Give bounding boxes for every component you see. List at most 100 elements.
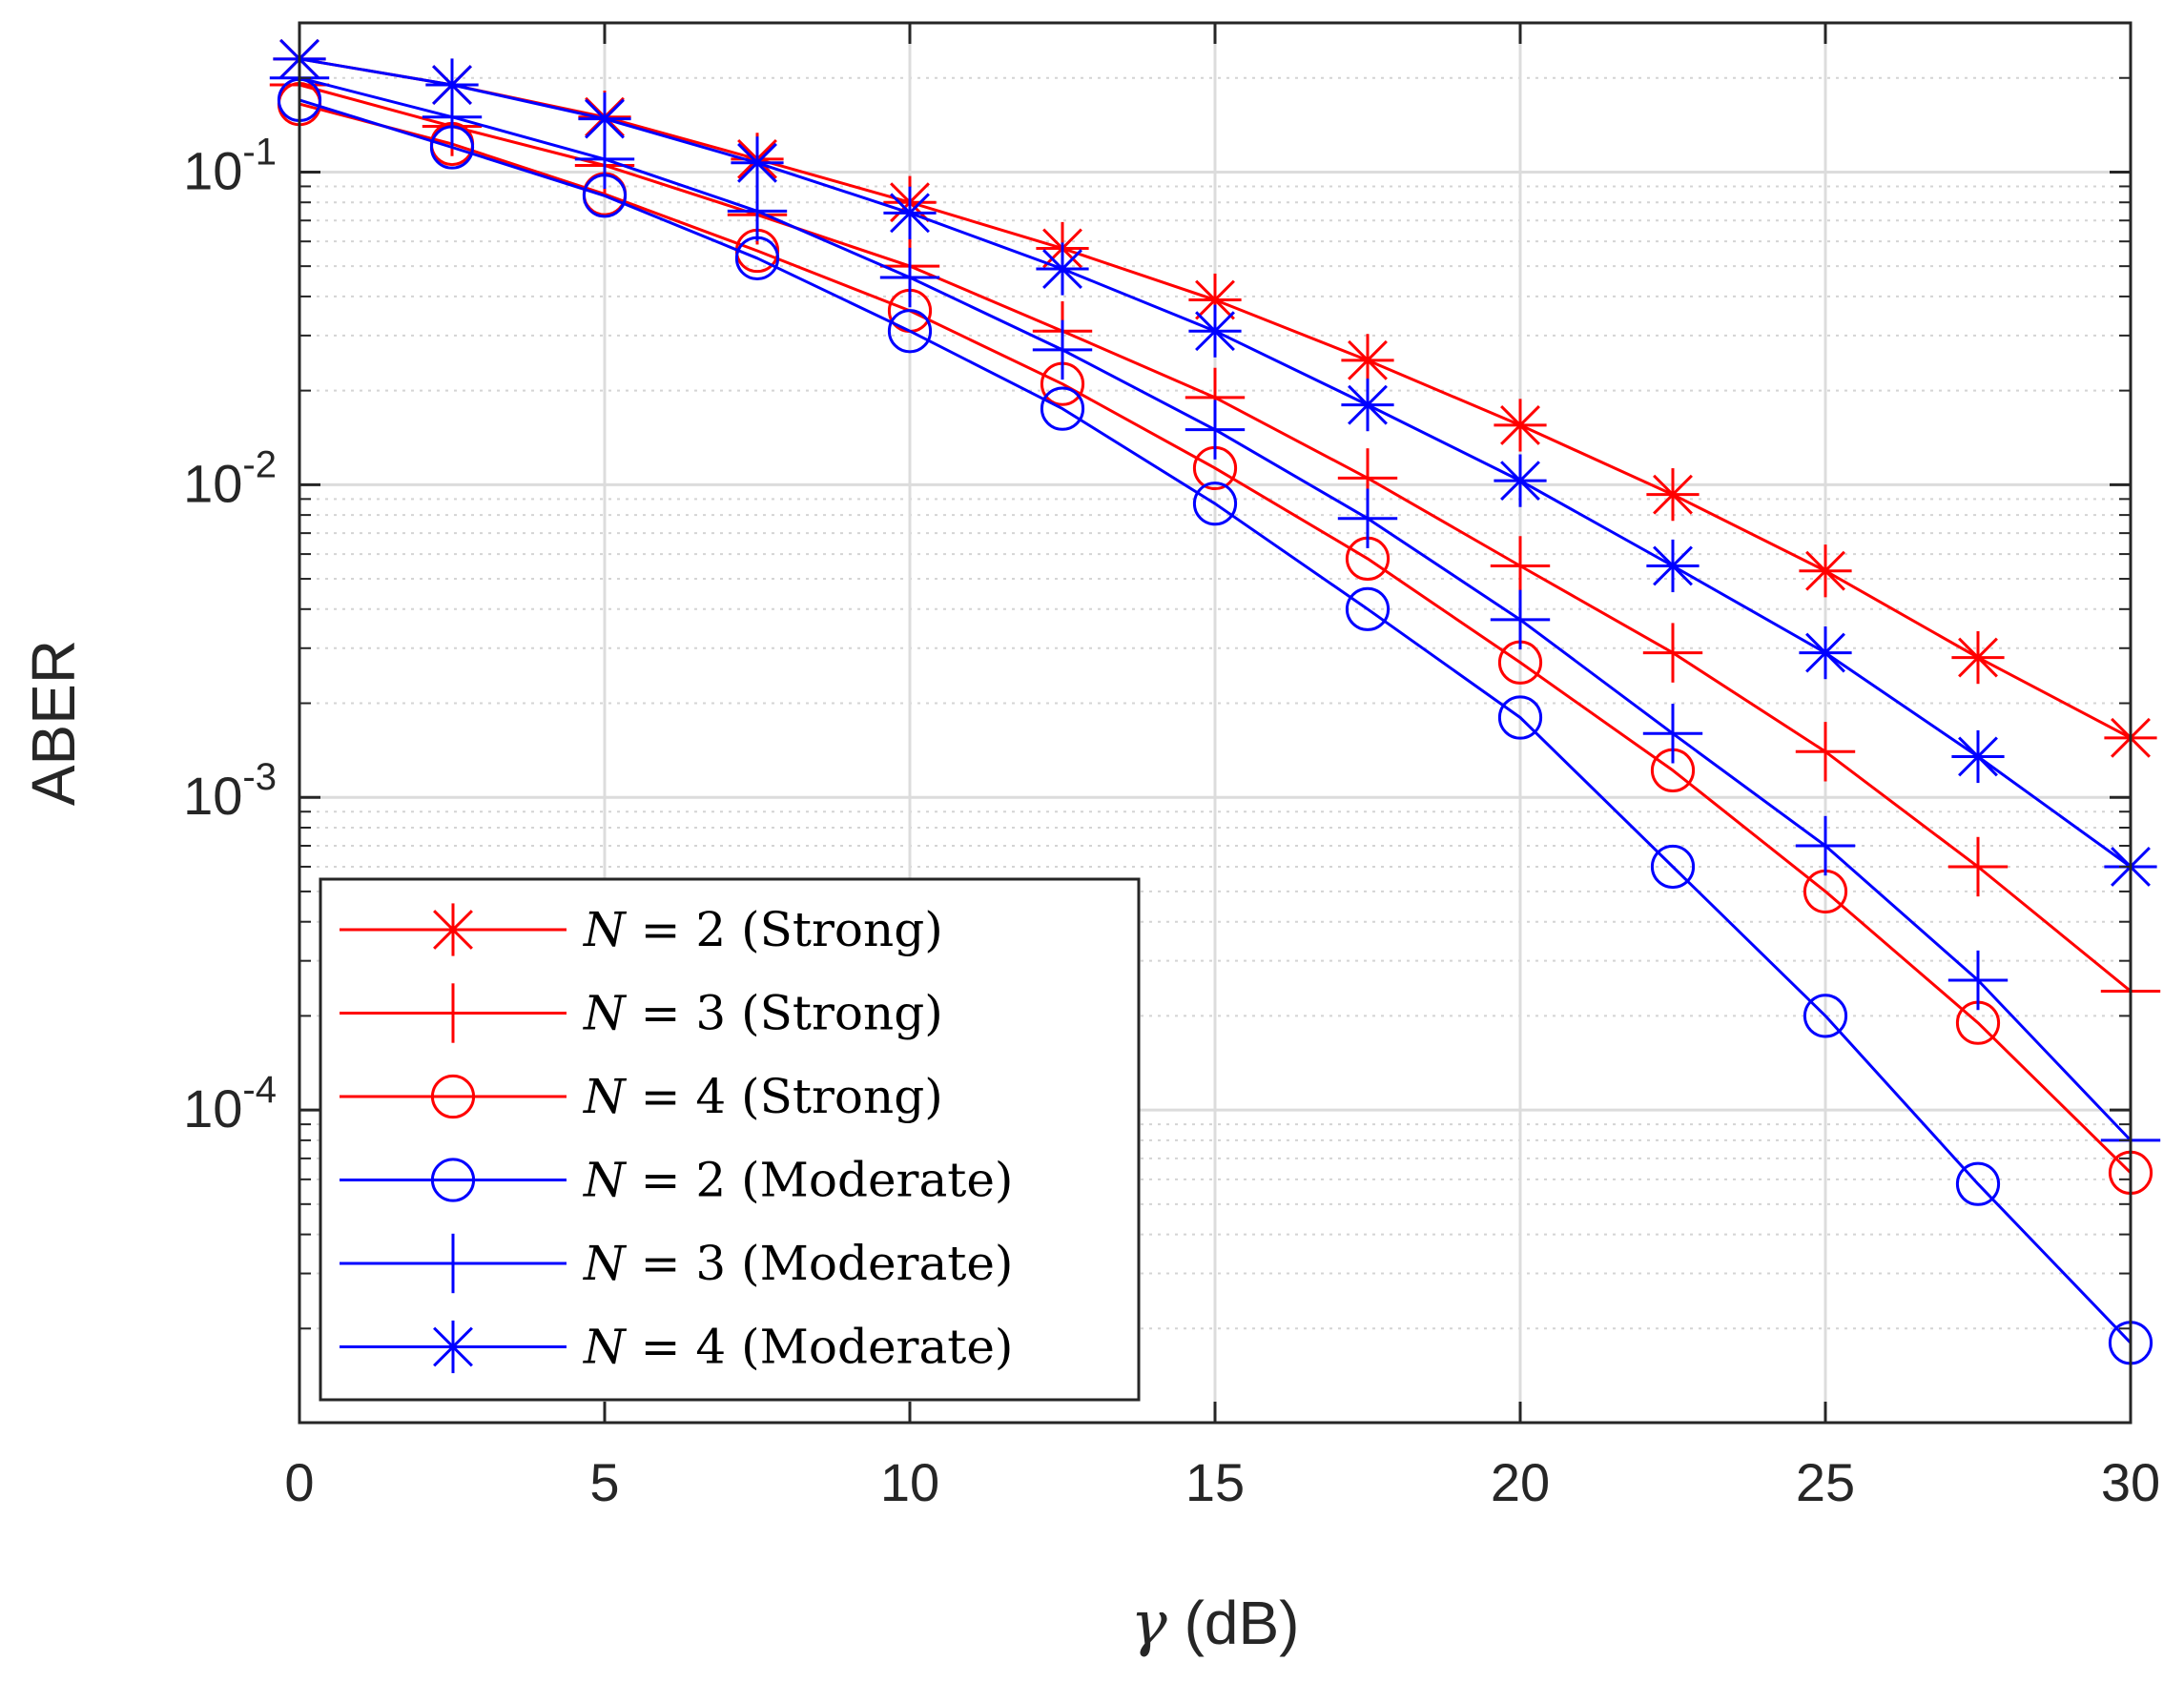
legend-item-5: N = 3 (Moderate)	[340, 1233, 1013, 1294]
axis-ticks	[298, 23, 2132, 1425]
marker-circle	[1650, 844, 1696, 890]
legend-label: N = 4 (Moderate)	[583, 1320, 1013, 1375]
y-tick-label: 10-3	[183, 756, 277, 826]
marker-asterisk	[1646, 539, 1700, 593]
marker-plus	[1185, 400, 1246, 460]
circle-marker	[1650, 844, 1696, 890]
circle-marker	[1040, 386, 1085, 431]
x-tick-label: 0	[284, 1452, 314, 1512]
marker-asterisk	[578, 92, 631, 146]
circle-marker	[1955, 1161, 2001, 1206]
marker-plus	[879, 247, 940, 308]
asterisk-marker-d2	[1348, 339, 1388, 380]
marker-asterisk	[1951, 729, 2005, 784]
marker-circle	[430, 1158, 476, 1202]
marker-asterisk	[1341, 334, 1394, 387]
circle-marker	[1345, 586, 1391, 631]
marker-plus	[727, 181, 788, 241]
x-tick-label: 10	[880, 1452, 939, 1512]
legend-label: N = 3 (Strong)	[583, 986, 943, 1041]
marker-asterisk	[1494, 399, 1547, 452]
marker-plus	[1337, 488, 1398, 548]
x-tick-label: 25	[1796, 1452, 1855, 1512]
asterisk-marker-d2	[585, 98, 625, 139]
legend: N = 2 (Strong) N = 3 (Strong) N = 4 (Stron…	[319, 877, 1141, 1402]
marker-asterisk	[1036, 242, 1089, 296]
circle-marker	[1192, 482, 1238, 526]
marker-asterisk	[1799, 544, 1852, 598]
y-tick-label: 10-2	[183, 443, 277, 513]
marker-circle	[1345, 586, 1391, 631]
x-tick-label: 20	[1491, 1452, 1550, 1512]
asterisk-marker-d2	[1653, 545, 1693, 586]
asterisk-marker-d2	[1042, 249, 1082, 289]
circle-marker	[430, 1074, 476, 1119]
asterisk-marker-d2	[1348, 384, 1388, 425]
legend-item-6: N = 4 (Moderate)	[340, 1320, 1013, 1375]
series-line	[299, 98, 2132, 1344]
marker-circle	[1040, 386, 1085, 431]
asterisk-marker-d2	[1958, 736, 1998, 777]
asterisk-marker-d2	[1958, 637, 1998, 678]
marker-asterisk	[1646, 468, 1700, 522]
legend-label: N = 4 (Strong)	[583, 1069, 943, 1124]
marker-plus	[422, 1233, 484, 1294]
y-tick-labels: 10-1 10-2 10-3 10-4	[183, 131, 277, 1138]
y-tick-label: 10-4	[183, 1069, 277, 1138]
marker-plus	[1947, 836, 2009, 897]
series-line	[299, 102, 2132, 1174]
circle-marker	[430, 1158, 476, 1202]
marker-plus	[1642, 704, 1703, 764]
marker-plus	[1490, 536, 1551, 596]
marker-circle	[1955, 1161, 2001, 1206]
asterisk-marker-d2	[1195, 311, 1235, 352]
marker-plus	[1947, 950, 2009, 1011]
asterisk-marker-d2	[1653, 474, 1693, 515]
circle-marker	[887, 309, 933, 354]
x-tick-label: 15	[1185, 1452, 1245, 1512]
marker-asterisk	[1494, 454, 1547, 507]
legend-label: N = 2 (Strong)	[583, 902, 943, 957]
marker-asterisk	[1799, 626, 1852, 680]
series-6	[273, 32, 2157, 893]
marker-circle	[887, 309, 933, 354]
x-tick-label: 30	[2101, 1452, 2160, 1512]
x-tick-label: 5	[589, 1452, 619, 1512]
asterisk-marker-d2	[433, 910, 473, 950]
marker-circle	[1497, 695, 1543, 740]
x-axis-title: γ (dB)	[1131, 1589, 1300, 1659]
marker-plus	[1490, 589, 1551, 650]
marker-asterisk	[1951, 631, 2005, 685]
marker-circle	[1803, 994, 1848, 1038]
asterisk-marker-d2	[737, 142, 777, 183]
marker-plus	[1795, 722, 1856, 782]
asterisk-marker-d2	[1195, 279, 1235, 320]
marker-plus	[1032, 319, 1093, 380]
circle-marker	[1803, 994, 1848, 1038]
asterisk-marker-d2	[432, 65, 472, 105]
series-5	[269, 48, 2161, 1171]
legend-item-2: N = 3 (Strong)	[340, 983, 943, 1043]
series-4	[277, 77, 2153, 1365]
marker-circle	[1192, 482, 1238, 526]
series-layer	[269, 32, 2161, 1365]
marker-plus	[1795, 815, 1856, 876]
marker-asterisk	[425, 58, 479, 112]
marker-asterisk	[1188, 304, 1242, 358]
asterisk-marker-d2	[1805, 632, 1845, 673]
marker-plus	[422, 983, 484, 1043]
asterisk-marker-d2	[433, 1326, 473, 1367]
marker-circle	[430, 1074, 476, 1119]
marker-asterisk	[426, 1320, 480, 1374]
asterisk-marker-d2	[1500, 404, 1540, 445]
asterisk-marker-d2	[1805, 550, 1845, 591]
marker-asterisk	[731, 136, 784, 190]
y-axis-title: ABER	[19, 640, 88, 806]
marker-asterisk	[883, 186, 937, 239]
legend-item-1: N = 2 (Strong)	[340, 902, 943, 957]
marker-plus	[1642, 623, 1703, 683]
marker-asterisk	[426, 903, 480, 956]
legend-label: N = 2 (Moderate)	[583, 1153, 1013, 1208]
